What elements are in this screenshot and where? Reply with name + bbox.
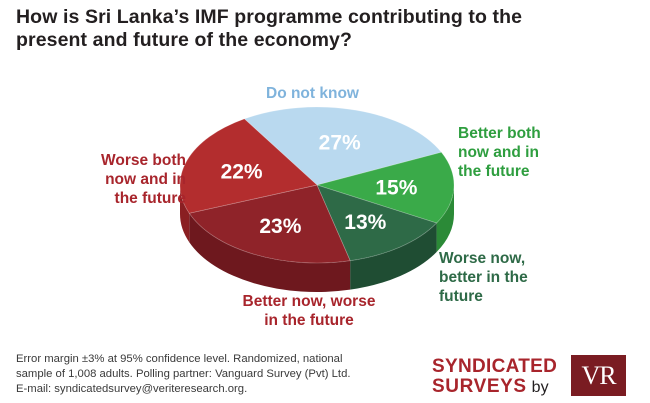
pie-value-label-better-both: 15% [375,177,417,200]
label-worse-now-better-future: Worse now, better in the future [439,249,528,306]
brand-line1: SYNDICATED [432,356,558,377]
label-better-both-line2: now and in [458,144,539,161]
label-worse-both-line3: the future [114,190,186,207]
chart-title-line1: How is Sri Lanka’s IMF programme contrib… [16,6,523,28]
label-worse-both-line2: now and in [105,171,186,188]
pie-slice-do-not-know [243,106,443,186]
pie-slice-worse-both [179,118,318,214]
label-worse-both-line1: Worse both [101,152,186,169]
pie-side-worse-now-better-future [350,223,437,290]
brand-by: by [531,379,549,396]
pie-slice-worse-now-better-future [316,184,438,262]
label-do-not-know-line1: Do not know [266,85,359,102]
label-better-both-line1: Better both [458,125,541,142]
label-worse-now-line3: future [439,288,483,305]
chart-title: How is Sri Lanka’s IMF programme contrib… [16,6,616,52]
pie-side-better-now-worse-future [189,213,351,292]
label-better-both-line3: the future [458,163,530,180]
pie-side-better-both [436,185,454,253]
brand-line2: SURVEYS [432,376,527,397]
pie-slice-better-both [315,151,455,224]
footnote-line2: sample of 1,008 adults. Polling partner:… [16,368,351,380]
label-better-now-worse-future: Better now, worse in the future [229,292,389,330]
label-better-both: Better both now and in the future [458,124,541,181]
label-worse-now-line1: Worse now, [439,250,526,267]
label-worse-both: Worse both now and in the future [76,151,186,208]
footnote-line1: Error margin ±3% at 95% confidence level… [16,353,343,365]
footnote: Error margin ±3% at 95% confidence level… [16,352,396,397]
pie-side-worse-both [180,185,190,243]
pie-value-label-better-now-worse-future: 23% [259,215,301,238]
brand-wordmark: SYNDICATED SURVEYS by [432,357,557,398]
chart-title-line2: present and future of the economy? [16,29,353,51]
pie-value-label-worse-both: 22% [221,161,263,184]
label-worse-now-line2: better in the [439,269,528,286]
verite-logo: VR [571,355,626,396]
footnote-line3: E-mail: syndicatedsurvey@veriteresearch.… [16,383,248,395]
label-better-now-line1: Better now, worse [242,293,376,310]
pie-value-label-do-not-know: 27% [319,132,361,155]
pie-slice-better-now-worse-future [188,184,351,264]
label-better-now-line2: in the future [264,312,354,329]
label-do-not-know: Do not know [266,84,359,103]
pie-value-label-worse-now-better-future: 13% [344,211,386,234]
